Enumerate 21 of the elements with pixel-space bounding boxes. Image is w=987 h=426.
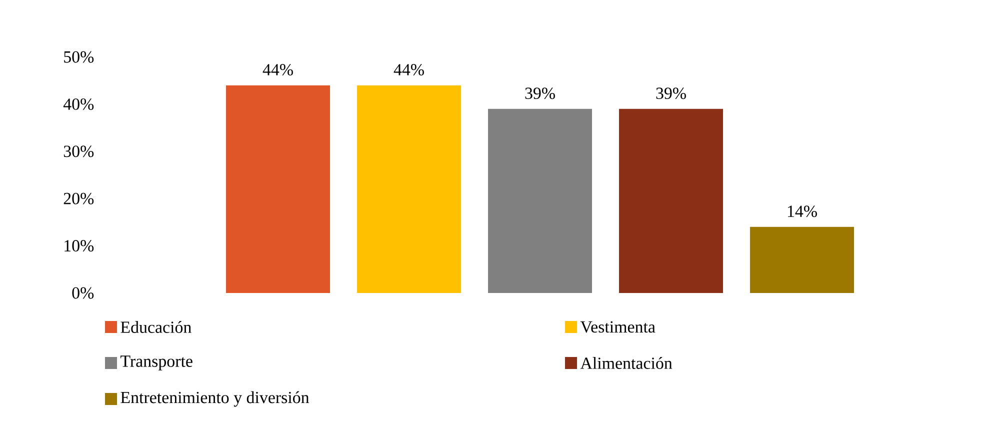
y-tick-label: 30% — [64, 146, 94, 158]
legend-label: Educación — [120, 321, 192, 333]
data-label: 44% — [262, 64, 293, 76]
bar — [619, 108, 724, 293]
bar — [750, 226, 854, 293]
bar — [226, 85, 330, 293]
legend-label: Alimentación — [580, 357, 672, 369]
y-tick-label: 50% — [64, 51, 94, 63]
legend-label: Entretenimiento y diversión — [120, 391, 310, 407]
bar — [357, 85, 462, 293]
data-label: 39% — [525, 88, 555, 100]
bar — [488, 108, 592, 293]
data-label: 44% — [394, 64, 424, 76]
data-label: 14% — [788, 206, 817, 218]
y-tick-label: 0% — [72, 287, 94, 299]
y-tick-label: 40% — [63, 98, 94, 110]
data-label: 39% — [656, 88, 686, 100]
legend-label: Transporte — [120, 356, 192, 370]
y-tick-label: 20% — [64, 192, 94, 204]
legend-label: Vestimenta — [580, 321, 656, 333]
y-tick-label: 10% — [64, 240, 94, 252]
